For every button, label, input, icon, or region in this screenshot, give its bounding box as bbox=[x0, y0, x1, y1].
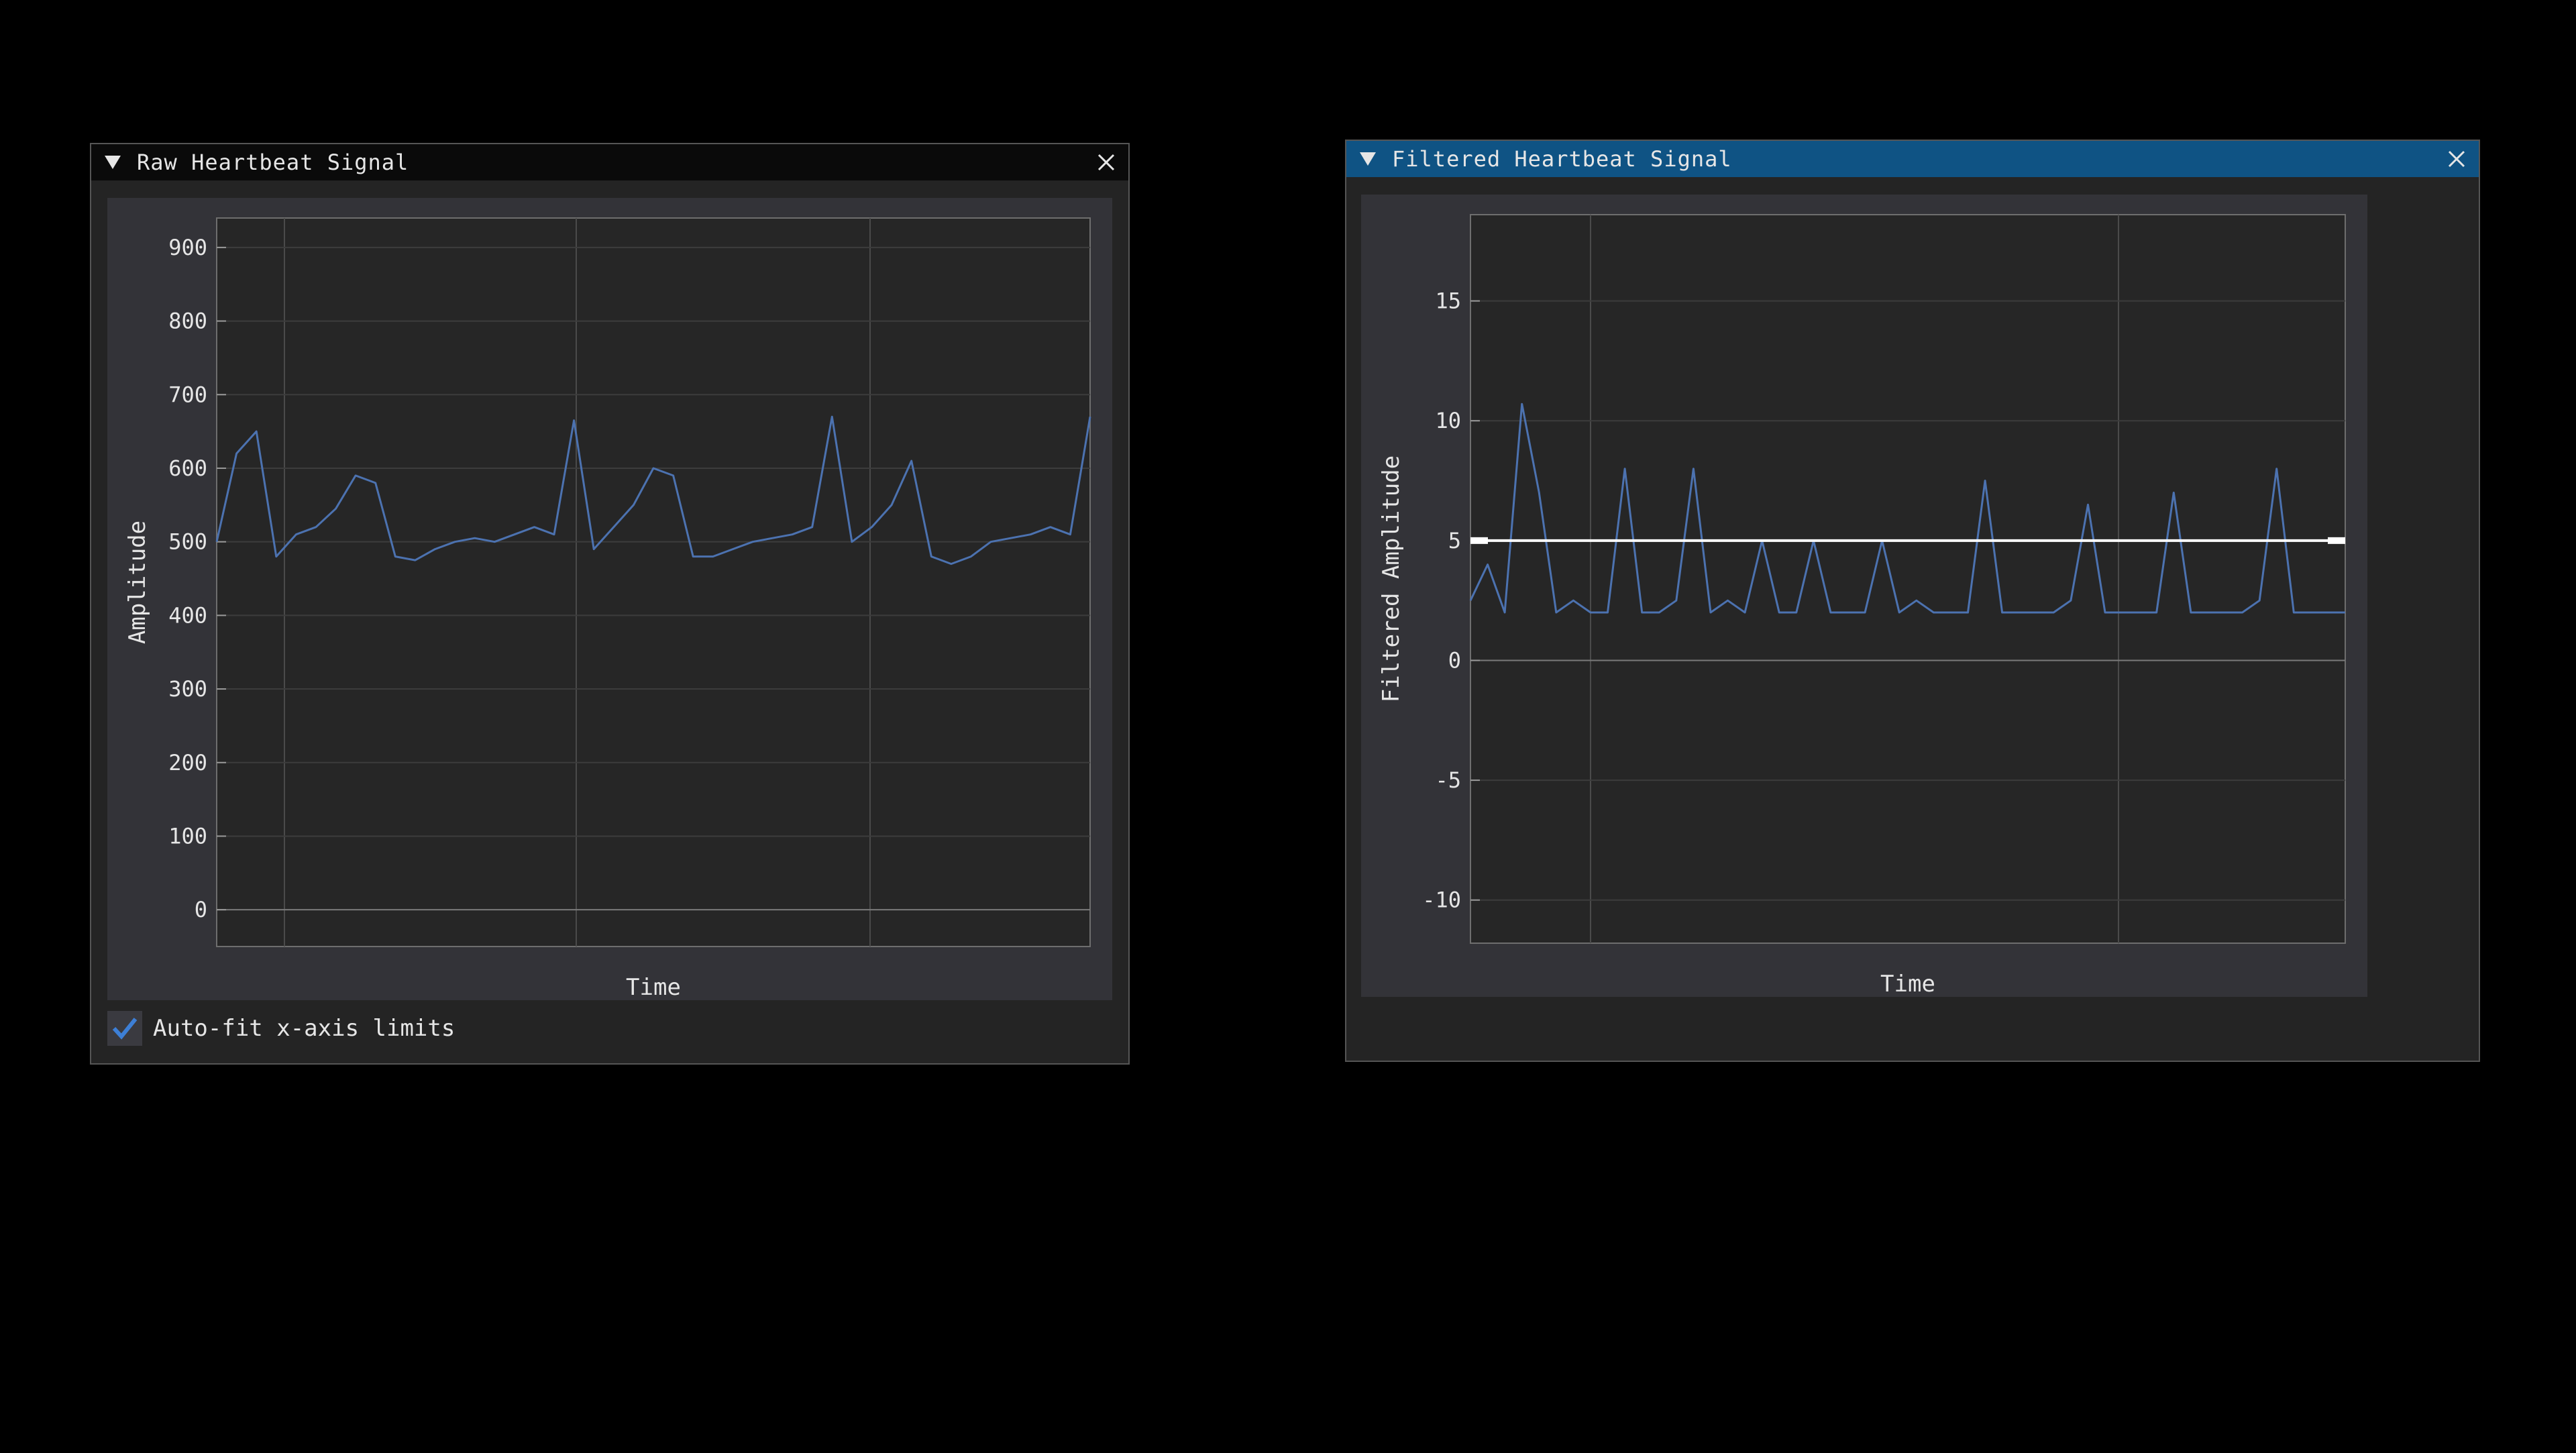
auto-fit-checkbox[interactable] bbox=[107, 1011, 142, 1046]
y-tick-label: -5 bbox=[1435, 767, 1461, 793]
plot-area bbox=[216, 217, 1091, 947]
filtered-signal-window: Filtered Heartbeat Signal -10 -5 0 5 10 15 Tim… bbox=[1345, 140, 2480, 1062]
threshold-handle-right bbox=[2328, 537, 2345, 544]
filtered-plot-frame[interactable]: -10 -5 0 5 10 15 Time Filtered Amplitude bbox=[1361, 195, 2367, 998]
x-axis-label: Time bbox=[626, 974, 681, 1000]
y-tick-label: 800 bbox=[168, 309, 207, 334]
raw-signal-window: Raw Heartbeat Signal 0 100 200 300 400 500 600… bbox=[90, 143, 1130, 1065]
y-axis-label: Filtered Amplitude bbox=[1378, 455, 1405, 702]
x-axis-label: Time bbox=[1880, 971, 1935, 997]
filtered-signal-chart[interactable]: -10 -5 0 5 10 15 Time Filtered Amplitude bbox=[1361, 195, 2367, 998]
y-tick-label: 15 bbox=[1435, 288, 1461, 314]
raw-signal-titlebar[interactable]: Raw Heartbeat Signal bbox=[91, 144, 1128, 180]
threshold-handle-left bbox=[1470, 537, 1488, 544]
y-axis-label: Amplitude bbox=[124, 521, 151, 644]
close-icon[interactable] bbox=[2447, 149, 2467, 169]
y-tick-label: 0 bbox=[1448, 647, 1461, 673]
collapse-arrow-icon[interactable] bbox=[103, 153, 122, 172]
y-tick-label: 100 bbox=[168, 823, 207, 849]
window-title: Filtered Heartbeat Signal bbox=[1392, 146, 1732, 172]
y-tick-label: 10 bbox=[1435, 408, 1461, 433]
raw-signal-chart[interactable]: 0 100 200 300 400 500 600 700 800 900 Time Amplitud… bbox=[107, 198, 1112, 1001]
signal-line bbox=[215, 415, 1091, 566]
plot-area bbox=[1470, 214, 2346, 944]
y-tick-label: 0 bbox=[195, 897, 207, 922]
y-tick-label: 500 bbox=[168, 529, 207, 555]
y-tick-label: 5 bbox=[1448, 528, 1461, 553]
y-tick-label: 300 bbox=[168, 676, 207, 702]
close-icon[interactable] bbox=[1096, 152, 1116, 172]
auto-fit-label: Auto-fit x-axis limits bbox=[153, 1015, 455, 1042]
collapse-arrow-icon[interactable] bbox=[1358, 150, 1377, 168]
raw-plot-frame[interactable]: 0 100 200 300 400 500 600 700 800 900 Time Amplitud… bbox=[107, 198, 1112, 1001]
filtered-signal-titlebar[interactable]: Filtered Heartbeat Signal bbox=[1346, 141, 2479, 177]
y-tick-label: 900 bbox=[168, 235, 207, 260]
y-tick-label: -10 bbox=[1422, 887, 1461, 913]
y-tick-label: 400 bbox=[168, 602, 207, 628]
auto-fit-row[interactable]: Auto-fit x-axis limits bbox=[107, 1011, 455, 1046]
window-title: Raw Heartbeat Signal bbox=[137, 150, 409, 175]
y-tick-label: 200 bbox=[168, 750, 207, 775]
y-tick-label: 600 bbox=[168, 455, 207, 481]
y-tick-label: 700 bbox=[168, 382, 207, 407]
